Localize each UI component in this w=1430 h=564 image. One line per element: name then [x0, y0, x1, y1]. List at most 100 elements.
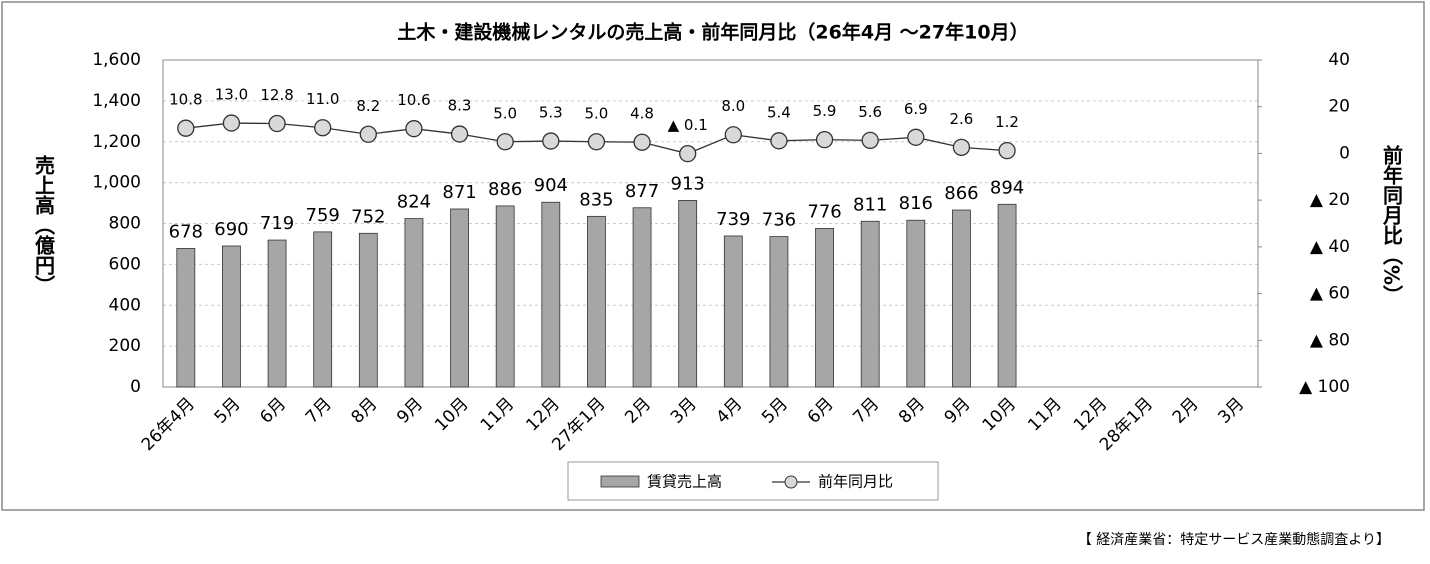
bar — [541, 201, 561, 388]
bar — [632, 207, 652, 388]
bar-value-label: 811 — [853, 194, 887, 215]
legend-marker — [784, 475, 798, 489]
line-marker — [770, 132, 788, 150]
chart-title: 土木・建設機械レンタルの売上高・前年同月比（26年4月 ～27年10月） — [397, 21, 1028, 44]
bar-value-label: 739 — [716, 209, 750, 230]
frame — [1, 1, 1425, 511]
line-marker — [268, 114, 286, 133]
y2-tick-label: ▲ 80 — [1310, 330, 1350, 350]
bar-value-label: 678 — [169, 221, 203, 242]
line-value-label: 1.2 — [995, 113, 1019, 131]
y-tick-label: 1,600 — [92, 50, 141, 70]
bar-value-label: 894 — [990, 177, 1024, 198]
line-value-label: 13.0 — [215, 86, 248, 104]
line-marker — [222, 114, 241, 132]
bar-value-label: 824 — [397, 192, 431, 213]
bar-value-label: 866 — [944, 183, 978, 204]
bar — [222, 245, 241, 388]
y2-tick-label: 20 — [1328, 97, 1350, 117]
bar — [176, 248, 196, 388]
line-marker — [861, 131, 879, 149]
y2-tick-label: ▲ 20 — [1310, 190, 1350, 210]
y-tick-label: 600 — [109, 254, 141, 274]
bar-value-label: 690 — [214, 219, 248, 240]
line-marker — [496, 133, 514, 151]
line-marker — [633, 133, 651, 151]
line-marker — [815, 130, 834, 149]
bar — [997, 203, 1017, 388]
bar — [358, 232, 378, 388]
line-value-label: 5.3 — [539, 104, 563, 122]
line-marker — [314, 119, 332, 137]
bar — [404, 218, 424, 388]
line-marker — [405, 120, 423, 138]
line-value-label: 5.4 — [767, 103, 791, 121]
line-value-label: 8.3 — [448, 97, 472, 115]
line-marker — [907, 128, 925, 146]
bar-value-label: 776 — [807, 201, 841, 222]
line-marker — [542, 132, 560, 150]
y-tick-label: 200 — [109, 336, 141, 356]
bar-value-label: 816 — [899, 193, 933, 214]
line-value-label: ▲ 0.1 — [668, 116, 708, 134]
y2-axis-label: 前年同月比（%） — [1380, 144, 1404, 305]
bar-value-label: 752 — [351, 206, 385, 227]
line-value-label: 12.8 — [260, 86, 293, 104]
bar — [678, 200, 698, 388]
bar-value-label: 904 — [534, 175, 568, 196]
y-tick-label: 1,000 — [92, 173, 141, 193]
source-note: 【 経済産業省：特定サービス産業動態調査より】 — [1078, 532, 1390, 548]
line-value-label: 2.6 — [950, 110, 974, 128]
line-value-label: 10.8 — [169, 91, 202, 109]
bar-value-label: 759 — [306, 205, 340, 226]
y-tick-label: 800 — [109, 214, 141, 234]
line-marker — [177, 119, 195, 137]
bar-value-label: 877 — [625, 181, 659, 202]
y2-tick-label: ▲ 100 — [1299, 377, 1350, 397]
legend-swatch — [600, 475, 640, 488]
y-tick-label: 400 — [109, 295, 141, 315]
line-marker — [952, 138, 971, 157]
line-value-label: 5.9 — [813, 102, 837, 120]
bar — [906, 219, 926, 388]
bar — [769, 236, 789, 388]
line-value-label: 11.0 — [306, 90, 339, 108]
bar-value-label: 835 — [579, 189, 613, 210]
legend-label: 前年同月比 — [818, 473, 893, 491]
line-marker — [998, 141, 1016, 160]
bar — [313, 231, 333, 388]
line-marker — [724, 126, 742, 144]
line-marker — [450, 125, 469, 143]
bar — [952, 209, 971, 388]
line-value-label: 8.0 — [721, 97, 745, 115]
line-value-label: 6.9 — [904, 100, 928, 118]
line-value-label: 4.8 — [630, 105, 654, 123]
line-value-label: 10.6 — [397, 91, 430, 109]
bar — [267, 239, 287, 388]
line-marker — [587, 133, 606, 151]
bar-value-label: 736 — [762, 210, 796, 231]
bar — [860, 220, 880, 388]
bar-value-label: 871 — [442, 182, 476, 203]
line-marker — [679, 145, 697, 163]
legend-label: 賃貸売上高 — [647, 473, 722, 491]
bar — [587, 215, 606, 388]
line-value-label: 5.0 — [585, 104, 609, 122]
bar-value-label: 913 — [671, 173, 705, 194]
line-value-label: 8.2 — [356, 97, 380, 115]
y2-tick-label: 0 — [1339, 143, 1350, 163]
bar-value-label: 719 — [260, 213, 294, 234]
bar — [815, 228, 834, 388]
y2-tick-label: ▲ 60 — [1310, 284, 1350, 304]
line-marker — [359, 125, 377, 143]
bar — [495, 205, 515, 388]
y2-tick-label: ▲ 40 — [1310, 237, 1350, 257]
y-axis-label: 売上高（億円） — [32, 155, 56, 295]
plot-area — [162, 59, 1259, 388]
y2-tick-label: 40 — [1328, 50, 1350, 70]
line-value-label: 5.0 — [493, 104, 517, 122]
bar — [723, 235, 743, 388]
bar — [450, 208, 469, 388]
y-tick-label: 0 — [130, 377, 141, 397]
